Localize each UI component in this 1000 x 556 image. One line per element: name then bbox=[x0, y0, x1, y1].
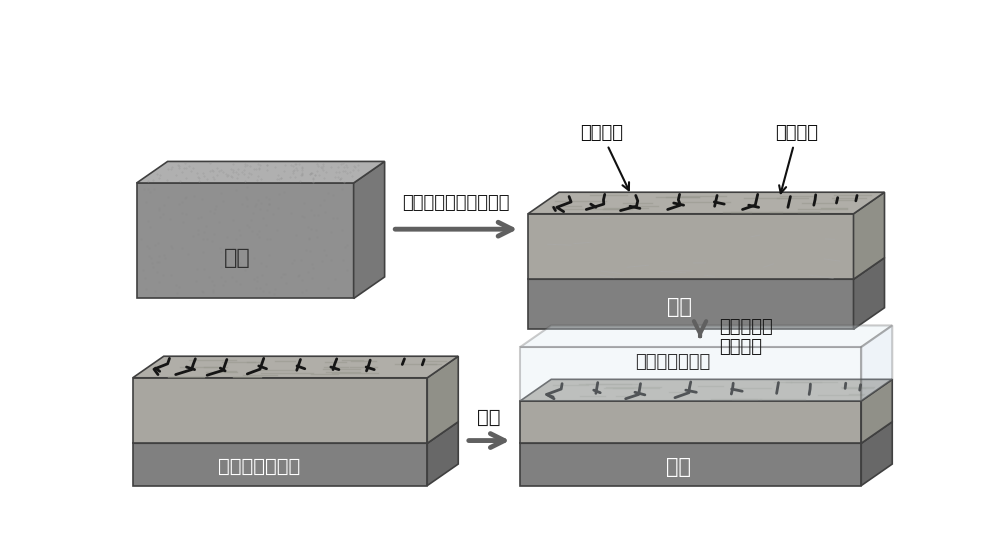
Polygon shape bbox=[133, 443, 427, 485]
Polygon shape bbox=[133, 356, 458, 378]
Polygon shape bbox=[137, 161, 385, 183]
Polygon shape bbox=[520, 347, 861, 401]
Text: 碳纳米管: 碳纳米管 bbox=[775, 124, 818, 193]
Polygon shape bbox=[133, 378, 427, 443]
Polygon shape bbox=[427, 421, 458, 485]
Text: 滴涂形状记
忆高分子: 滴涂形状记 忆高分子 bbox=[719, 317, 773, 356]
Polygon shape bbox=[528, 192, 885, 214]
Polygon shape bbox=[520, 421, 892, 443]
Polygon shape bbox=[528, 257, 885, 279]
Polygon shape bbox=[854, 257, 885, 329]
Text: 基底: 基底 bbox=[224, 248, 251, 268]
Polygon shape bbox=[861, 325, 892, 401]
Polygon shape bbox=[520, 379, 892, 401]
Text: 滴涂杂化纳米导电材料: 滴涂杂化纳米导电材料 bbox=[403, 194, 510, 212]
Text: 基底: 基底 bbox=[667, 297, 692, 317]
Polygon shape bbox=[520, 443, 861, 485]
Polygon shape bbox=[137, 183, 354, 299]
Polygon shape bbox=[133, 421, 458, 443]
Text: 纳米银线: 纳米银线 bbox=[580, 124, 629, 190]
Text: 形状记忆高分子: 形状记忆高分子 bbox=[218, 457, 301, 476]
Text: 基底: 基底 bbox=[666, 456, 691, 476]
Polygon shape bbox=[861, 421, 892, 485]
Polygon shape bbox=[861, 379, 892, 443]
Text: 形状记忆高分子: 形状记忆高分子 bbox=[635, 353, 710, 371]
Polygon shape bbox=[354, 161, 385, 299]
Polygon shape bbox=[528, 279, 854, 329]
Polygon shape bbox=[528, 214, 854, 279]
Polygon shape bbox=[520, 401, 861, 443]
Polygon shape bbox=[520, 325, 892, 347]
Polygon shape bbox=[854, 192, 885, 279]
Text: 剥离: 剥离 bbox=[478, 408, 501, 426]
Polygon shape bbox=[427, 356, 458, 443]
